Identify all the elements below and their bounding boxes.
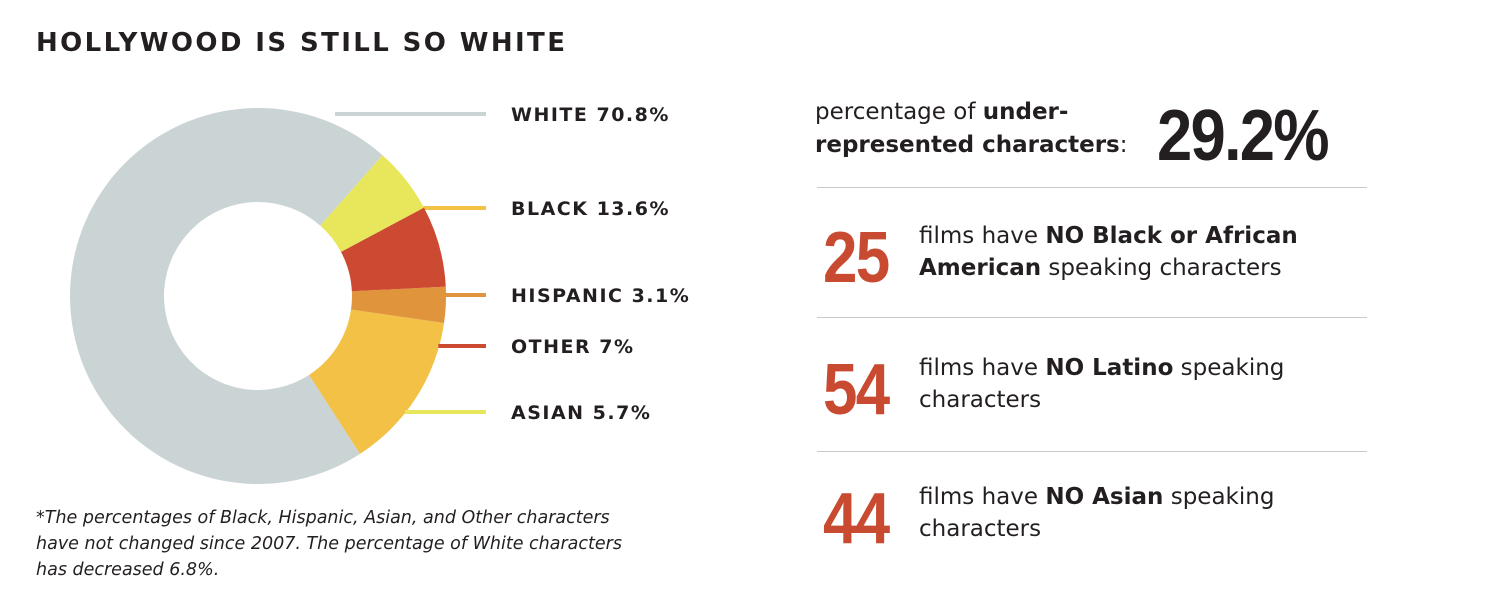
divider xyxy=(817,317,1367,318)
underrepresented-headline: percentage of under- represented charact… xyxy=(815,92,1375,178)
headline-bold-2: represented characters xyxy=(815,132,1120,158)
stat-line-1: films have NO Black or African xyxy=(919,220,1298,252)
donut-chart: WHITE 70.8% BLACK 13.6% HISPANIC 3.1% OTHER… xyxy=(70,104,690,484)
slice-label-black: BLACK 13.6% xyxy=(511,198,670,220)
divider xyxy=(817,187,1367,188)
stat-prefix: films have xyxy=(919,223,1046,249)
stat-suffix: speaking xyxy=(1163,484,1275,510)
divider xyxy=(817,451,1367,452)
stat-line-1: films have NO Asian speaking xyxy=(919,481,1274,513)
stat-line-2: characters xyxy=(919,387,1042,413)
stat-bold: NO Black or African xyxy=(1045,223,1298,249)
stat-number: 44 xyxy=(823,479,890,559)
headline-prefix: percentage of xyxy=(815,99,983,125)
stat-prefix: films have xyxy=(919,484,1046,510)
stat-bold: NO Latino xyxy=(1045,355,1174,381)
headline-label: percentage of under- represented charact… xyxy=(815,96,1127,162)
footnote-line-1: *The percentages of Black, Hispanic, Asi… xyxy=(36,508,610,528)
stat-black: 25 films have NO Black or African Americ… xyxy=(823,220,1383,300)
footnote-line-3: has decreased 6.8%. xyxy=(36,560,220,580)
headline-suffix: : xyxy=(1119,132,1128,158)
stat-line-2: American speaking characters xyxy=(919,252,1298,284)
stat-latino: 54 films have NO Latino speaking charact… xyxy=(823,352,1383,432)
stat-line-1: films have NO Latino speaking xyxy=(919,352,1284,384)
headline-bold-1: under- xyxy=(982,99,1069,125)
headline-value: 29.2% xyxy=(1157,96,1330,176)
slice-label-other: OTHER 7% xyxy=(511,336,635,358)
footnote: *The percentages of Black, Hispanic, Asi… xyxy=(36,505,676,583)
slice-label-asian: ASIAN 5.7% xyxy=(511,402,651,424)
stat-text: films have NO Black or African American … xyxy=(919,220,1298,284)
stat-rest: speaking characters xyxy=(1041,255,1282,281)
stat-line-2: characters xyxy=(919,516,1042,542)
stat-bold-2: American xyxy=(919,255,1042,281)
slice-black xyxy=(309,309,445,454)
headline-line-2: represented characters: xyxy=(815,129,1127,162)
headline-line-1: percentage of under- xyxy=(815,96,1127,129)
slice-label-hispanic: HISPANIC 3.1% xyxy=(511,285,690,307)
slice-white xyxy=(70,107,383,484)
stat-text: films have NO Asian speaking characters xyxy=(919,481,1274,545)
chart-title: HOLLYWOOD IS STILL SO WHITE xyxy=(36,28,568,58)
stat-number: 54 xyxy=(823,350,890,430)
stat-number: 25 xyxy=(823,218,890,298)
stat-bold: NO Asian xyxy=(1045,484,1164,510)
stat-prefix: films have xyxy=(919,355,1046,381)
slice-hispanic xyxy=(351,286,446,324)
stat-text: films have NO Latino speaking characters xyxy=(919,352,1284,416)
stat-suffix: speaking xyxy=(1173,355,1285,381)
slice-other xyxy=(340,207,446,292)
stat-asian: 44 films have NO Asian speaking characte… xyxy=(823,481,1383,561)
slice-asian xyxy=(320,155,424,252)
footnote-line-2: have not changed since 2007. The percent… xyxy=(36,534,622,554)
slice-label-white: WHITE 70.8% xyxy=(511,104,670,126)
